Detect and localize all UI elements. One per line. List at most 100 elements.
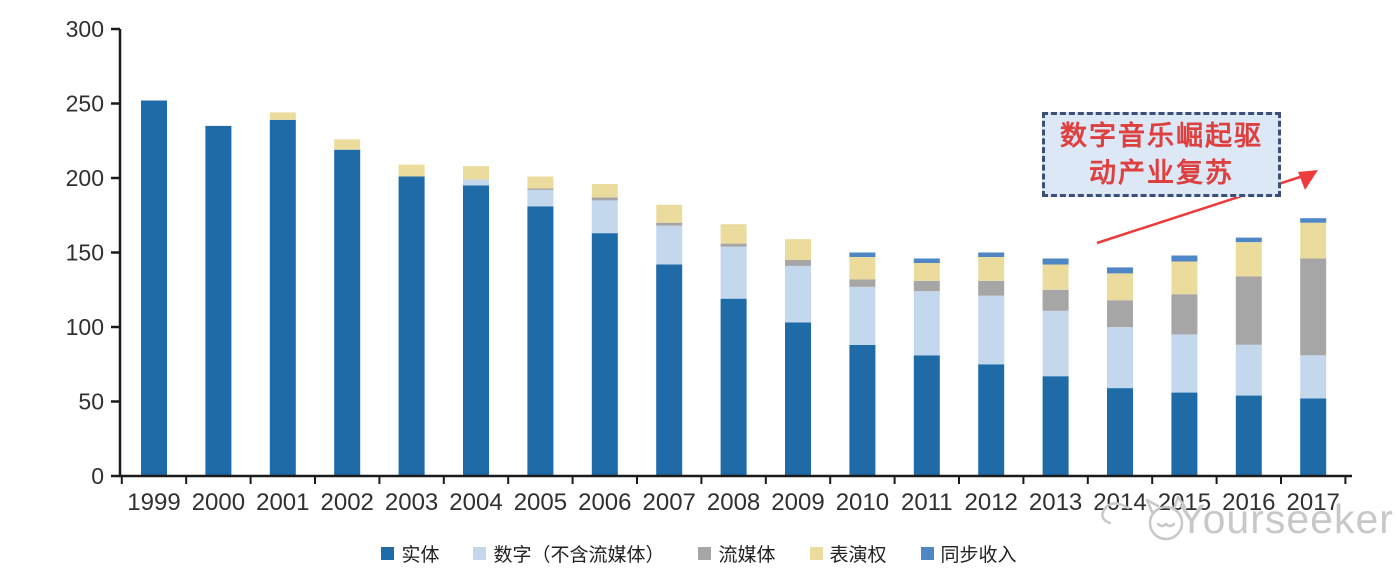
bar-segment bbox=[720, 243, 747, 247]
bar-segment bbox=[1107, 273, 1133, 301]
bar-segment bbox=[720, 298, 747, 476]
bar-segment bbox=[205, 125, 232, 477]
legend-swatch-icon bbox=[473, 547, 487, 560]
x-axis-label: 2015 bbox=[1158, 489, 1211, 516]
x-axis-label: 2003 bbox=[385, 489, 438, 516]
bar-segment bbox=[1300, 222, 1327, 259]
bar-segment bbox=[527, 188, 554, 190]
bar-segment bbox=[978, 280, 1005, 296]
bar-segment bbox=[656, 264, 683, 476]
bar-segment bbox=[978, 295, 1005, 365]
bar-segment bbox=[1107, 327, 1133, 389]
bar-segment bbox=[785, 322, 811, 476]
bar-segment bbox=[591, 184, 618, 198]
x-axis-label: 2004 bbox=[449, 489, 502, 516]
bar-segment bbox=[1235, 395, 1262, 476]
legend-label: 实体 bbox=[401, 545, 440, 566]
x-axis-label: 2011 bbox=[901, 489, 953, 516]
bar-segment bbox=[334, 149, 361, 476]
bar-segment bbox=[1171, 261, 1198, 295]
legend-item: 流媒体 bbox=[698, 540, 776, 567]
x-axis-label: 2006 bbox=[578, 489, 631, 516]
chart-legend: 实体 数字（不含流媒体） 流媒体 表演权 同步收入 bbox=[0, 540, 1398, 567]
bar-segment bbox=[849, 279, 876, 287]
bar-segment bbox=[1235, 344, 1262, 396]
bar-segment bbox=[463, 166, 489, 180]
x-axis-label: 2007 bbox=[643, 489, 696, 516]
bar-segment bbox=[656, 222, 683, 226]
legend-label: 流媒体 bbox=[718, 545, 776, 566]
bar-segment bbox=[720, 224, 747, 244]
x-axis-label: 2008 bbox=[707, 489, 760, 516]
bar-segment bbox=[1107, 388, 1133, 476]
bar-segment bbox=[463, 185, 489, 476]
x-axis-label: 2000 bbox=[192, 489, 245, 516]
bar-segment bbox=[656, 204, 683, 223]
legend-swatch-icon bbox=[698, 547, 712, 560]
x-axis-label: 1999 bbox=[127, 489, 180, 516]
legend-item: 表演权 bbox=[809, 540, 887, 567]
legend-swatch-icon bbox=[381, 547, 395, 560]
bar-segment bbox=[527, 176, 554, 189]
bar-segment bbox=[591, 200, 618, 234]
bar-segment bbox=[720, 246, 747, 299]
annotation-text-line2: 动产业复苏 bbox=[1089, 157, 1234, 188]
bar-segment bbox=[1171, 255, 1198, 262]
bar-segment bbox=[1171, 334, 1198, 393]
y-axis-label: 100 bbox=[66, 314, 104, 340]
bar-segment bbox=[1300, 258, 1327, 356]
bar-segment bbox=[398, 176, 425, 476]
bar-segment bbox=[1042, 258, 1069, 265]
axes-group bbox=[111, 27, 1352, 484]
legend-item: 同步收入 bbox=[920, 540, 1017, 567]
x-axis-label: 2002 bbox=[321, 489, 374, 516]
bar-segment bbox=[785, 239, 811, 260]
bars-group bbox=[141, 100, 1327, 477]
x-axis-label: 2005 bbox=[514, 489, 567, 516]
y-axis-label: 200 bbox=[66, 165, 104, 191]
bar-segment bbox=[1235, 276, 1262, 345]
bar-segment bbox=[978, 257, 1005, 281]
bar-segment bbox=[978, 364, 1005, 477]
bar-segment bbox=[913, 280, 940, 292]
legend-label: 数字（不含流媒体） bbox=[493, 545, 665, 566]
bar-segment bbox=[1107, 267, 1133, 274]
bar-segment bbox=[398, 164, 425, 177]
legend-item: 实体 bbox=[381, 540, 439, 567]
bar-segment bbox=[1171, 294, 1198, 335]
x-axis-label: 2016 bbox=[1222, 489, 1275, 516]
bar-segment bbox=[1235, 242, 1262, 277]
x-axis-label: 2009 bbox=[771, 489, 824, 516]
bar-segment bbox=[656, 225, 683, 265]
bar-segment bbox=[463, 179, 489, 186]
bar-segment bbox=[1107, 300, 1133, 327]
bar-segment bbox=[785, 259, 811, 266]
bar-segment bbox=[1171, 392, 1198, 476]
legend-item: 数字（不含流媒体） bbox=[473, 540, 664, 567]
x-axis-label: 2017 bbox=[1287, 489, 1340, 516]
bar-segment bbox=[269, 112, 296, 120]
bar-segment bbox=[1042, 264, 1069, 290]
axis-labels-group: 1999 2000 2001 2002 2003 2004 2005 2006 2007 2008… bbox=[66, 16, 1340, 516]
bar-segment bbox=[1300, 355, 1327, 399]
bar-segment bbox=[527, 189, 554, 207]
x-axis-label: 2014 bbox=[1093, 489, 1146, 516]
legend-label: 同步收入 bbox=[940, 545, 1017, 566]
bar-segment bbox=[591, 233, 618, 476]
bar-segment bbox=[141, 100, 167, 476]
bar-segment bbox=[1300, 218, 1327, 223]
x-axis-label: 2012 bbox=[965, 489, 1018, 516]
y-axis-label: 0 bbox=[91, 463, 104, 489]
bar-segment bbox=[591, 197, 618, 201]
y-axis-label: 300 bbox=[66, 16, 104, 42]
bar-segment bbox=[1042, 310, 1069, 377]
bar-segment bbox=[269, 119, 296, 477]
x-axis-label: 2013 bbox=[1029, 489, 1082, 516]
legend-label: 表演权 bbox=[829, 545, 887, 566]
bar-segment bbox=[849, 257, 876, 280]
y-axis-label: 250 bbox=[66, 91, 104, 117]
legend-swatch-icon bbox=[920, 547, 934, 560]
legend-swatch-icon bbox=[809, 547, 823, 560]
